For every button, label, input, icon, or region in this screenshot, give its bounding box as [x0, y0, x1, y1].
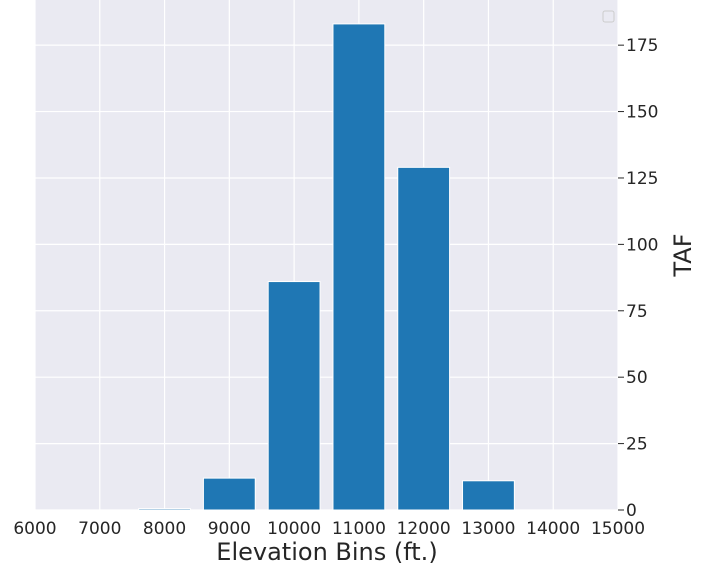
- x-tick-label: 13000: [461, 519, 515, 539]
- x-tick-label: 6000: [13, 519, 56, 539]
- y-tick-label: 50: [626, 368, 648, 388]
- x-axis-label: Elevation Bins (ft.): [216, 538, 437, 566]
- x-axis-ticks: 6000 7000 8000 9000 10000 11000 12000 13000 1400…: [13, 519, 645, 539]
- bar: [462, 480, 515, 511]
- y-axis-ticks: 0 25 50 75 100 125 150 175: [618, 36, 658, 521]
- y-tick-label: 175: [626, 36, 658, 56]
- y-tick-label: 100: [626, 235, 658, 255]
- x-tick-label: 9000: [208, 519, 251, 539]
- x-tick-label: 8000: [143, 519, 186, 539]
- x-tick-label: 7000: [78, 519, 121, 539]
- y-axis-label: TAF: [669, 233, 697, 277]
- y-tick-label: 75: [626, 302, 648, 322]
- legend-box: [602, 10, 615, 23]
- x-tick-label: 15000: [591, 519, 645, 539]
- bar: [202, 477, 256, 511]
- bar: [267, 281, 321, 511]
- y-tick-label: 150: [626, 103, 658, 123]
- plot-background: [35, 0, 618, 510]
- bar: [332, 23, 386, 511]
- y-tick-label: 0: [626, 501, 637, 521]
- x-tick-label: 14000: [526, 519, 580, 539]
- x-tick-label: 10000: [267, 519, 321, 539]
- bars: [138, 23, 515, 511]
- y-tick-label: 125: [626, 169, 658, 189]
- bar: [138, 508, 191, 511]
- x-tick-label: 11000: [332, 519, 386, 539]
- y-tick-label: 25: [626, 435, 648, 455]
- x-tick-label: 12000: [397, 519, 451, 539]
- bar: [397, 166, 451, 511]
